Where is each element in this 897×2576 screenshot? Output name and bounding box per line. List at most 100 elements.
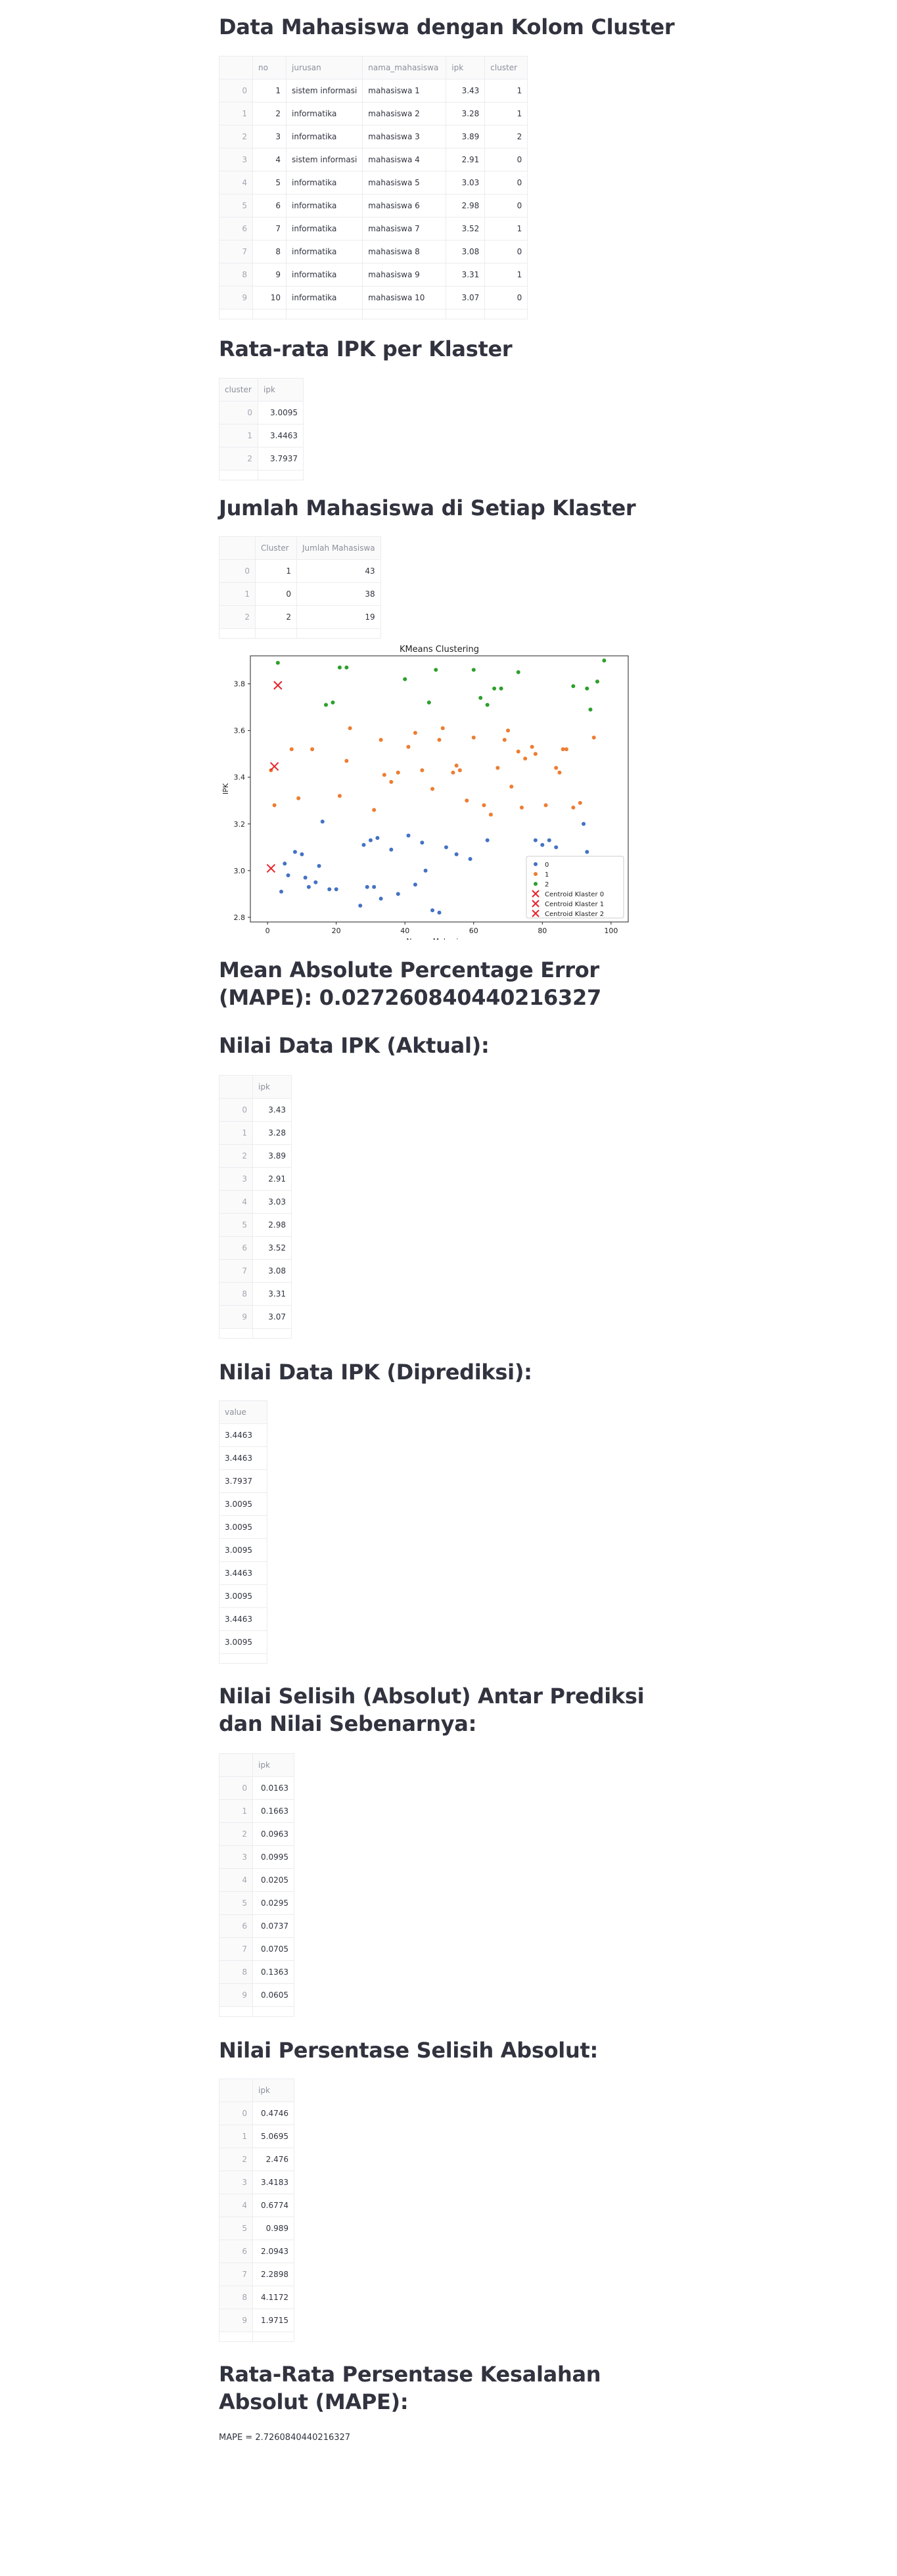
- table-cell[interactable]: 3.4463: [219, 1561, 267, 1585]
- table-cell[interactable]: 3: [252, 125, 287, 149]
- row-index[interactable]: 9: [219, 1305, 253, 1329]
- column-header[interactable]: no: [252, 56, 287, 80]
- table-cell[interactable]: mahasiswa 3: [362, 125, 447, 149]
- column-header[interactable]: ipk: [258, 378, 304, 402]
- table-cell[interactable]: 3.89: [252, 1144, 292, 1168]
- table-row[interactable]: 9 3.07: [219, 1305, 292, 1329]
- table-cell[interactable]: informatika: [285, 102, 363, 126]
- table-cell[interactable]: 0.0963: [252, 1822, 294, 1846]
- table-cell[interactable]: mahasiswa 6: [362, 194, 447, 218]
- table-cell[interactable]: 2.98: [446, 194, 486, 218]
- mahasiswa-cluster-table[interactable]: no jurusan nama_mahasiswa ipk cluster 0 1 siste…: [219, 56, 528, 319]
- table-row[interactable]: 2 3.89: [219, 1144, 292, 1168]
- row-index[interactable]: 5: [219, 1213, 253, 1237]
- table-cell[interactable]: 1.9715: [252, 2309, 294, 2332]
- table-cell[interactable]: 3.43: [252, 1098, 292, 1122]
- table-row[interactable]: 4 0.6774: [219, 2194, 294, 2217]
- row-index[interactable]: 1: [219, 1121, 253, 1145]
- table-row[interactable]: 2 0.0963: [219, 1822, 294, 1846]
- table-row[interactable]: 8 3.31: [219, 1282, 292, 1306]
- table-row[interactable]: 4 0.0205: [219, 1868, 294, 1892]
- table-cell[interactable]: 3.4463: [219, 1446, 267, 1470]
- table-row[interactable]: 5 0.989: [219, 2217, 294, 2240]
- table-cell[interactable]: 3.08: [446, 240, 486, 264]
- column-header[interactable]: cluster: [484, 56, 528, 80]
- table-row[interactable]: 3.0095: [219, 1492, 267, 1516]
- table-row[interactable]: 1 0.1663: [219, 1799, 294, 1823]
- table-row[interactable]: 5 2.98: [219, 1213, 292, 1237]
- table-row[interactable]: 3.0095: [219, 1515, 267, 1539]
- table-cell[interactable]: 0.0205: [252, 1868, 294, 1892]
- row-index[interactable]: 2: [219, 2148, 253, 2171]
- table-cell[interactable]: 2.91: [252, 1167, 292, 1191]
- row-index[interactable]: 2: [219, 1144, 253, 1168]
- table-row[interactable]: 9 1.9715: [219, 2309, 294, 2332]
- column-header[interactable]: [219, 536, 256, 560]
- table-row[interactable]: 1 5.0695: [219, 2125, 294, 2148]
- row-index[interactable]: 2: [219, 447, 258, 471]
- row-index[interactable]: 0: [219, 79, 253, 103]
- row-index[interactable]: 0: [219, 1098, 253, 1122]
- row-index[interactable]: 2: [219, 605, 256, 629]
- table-cell[interactable]: 3.7937: [258, 447, 304, 471]
- row-index[interactable]: 9: [219, 2309, 253, 2332]
- table-cell[interactable]: 3.4463: [219, 1423, 267, 1447]
- table-cell[interactable]: 1: [484, 217, 528, 241]
- table-cell[interactable]: 38: [296, 582, 381, 606]
- table-cell[interactable]: 3.4463: [219, 1607, 267, 1631]
- table-cell[interactable]: 7: [252, 217, 287, 241]
- table-row[interactable]: 1 0 38: [219, 582, 381, 606]
- table-cell[interactable]: 0: [484, 194, 528, 218]
- table-cell[interactable]: 5.0695: [252, 2125, 294, 2148]
- table-cell[interactable]: informatika: [285, 263, 363, 287]
- table-cell[interactable]: 3.28: [252, 1121, 292, 1145]
- table-cell[interactable]: 3.03: [446, 171, 486, 195]
- row-index[interactable]: 3: [219, 1845, 253, 1869]
- row-index[interactable]: 0: [219, 1776, 253, 1800]
- table-cell[interactable]: 1: [484, 79, 528, 103]
- table-cell[interactable]: 4.1172: [252, 2286, 294, 2309]
- table-row[interactable]: 7 8 informatika mahasiswa 8 3.08 0: [219, 240, 528, 264]
- table-cell[interactable]: informatika: [285, 240, 363, 264]
- table-row[interactable]: 5 6 informatika mahasiswa 6 2.98 0: [219, 194, 528, 218]
- table-cell[interactable]: 4: [252, 148, 287, 172]
- ipk-aktual-table[interactable]: ipk 0 3.43 1 3.28 2 3.89 3 2.91 4 3.03 5 2.98 6 3.52 7 3…: [219, 1075, 292, 1339]
- table-cell[interactable]: 3.0095: [219, 1515, 267, 1539]
- table-cell[interactable]: 0.0605: [252, 1983, 294, 2007]
- table-row[interactable]: 3.4463: [219, 1561, 267, 1585]
- table-cell[interactable]: mahasiswa 1: [362, 79, 447, 103]
- table-row[interactable]: 0 3.43: [219, 1098, 292, 1122]
- row-index[interactable]: 2: [219, 125, 253, 149]
- row-index[interactable]: 0: [219, 559, 256, 583]
- table-cell[interactable]: 2: [484, 125, 528, 149]
- column-header[interactable]: Jumlah Mahasiswa: [296, 536, 381, 560]
- table-cell[interactable]: 5: [252, 171, 287, 195]
- row-index[interactable]: 7: [219, 240, 253, 264]
- table-cell[interactable]: 3.28: [446, 102, 486, 126]
- column-header[interactable]: jurusan: [285, 56, 363, 80]
- table-row[interactable]: 2 2 19: [219, 605, 381, 629]
- table-row[interactable]: 8 4.1172: [219, 2286, 294, 2309]
- row-index[interactable]: 8: [219, 2286, 253, 2309]
- row-index[interactable]: 5: [219, 194, 253, 218]
- column-header[interactable]: ipk: [446, 56, 486, 80]
- row-index[interactable]: 4: [219, 2194, 253, 2217]
- column-header[interactable]: cluster: [219, 378, 258, 402]
- row-index[interactable]: 5: [219, 2217, 253, 2240]
- table-cell[interactable]: 3.52: [446, 217, 486, 241]
- row-index[interactable]: 6: [219, 1236, 253, 1260]
- table-cell[interactable]: 0: [484, 240, 528, 264]
- column-header[interactable]: [219, 1075, 253, 1099]
- table-row[interactable]: 3.0095: [219, 1538, 267, 1562]
- row-index[interactable]: 3: [219, 1167, 253, 1191]
- table-cell[interactable]: mahasiswa 5: [362, 171, 447, 195]
- table-row[interactable]: 0 0.0163: [219, 1776, 294, 1800]
- row-index[interactable]: 6: [219, 2240, 253, 2263]
- row-index[interactable]: 4: [219, 171, 253, 195]
- row-index[interactable]: 8: [219, 263, 253, 287]
- table-row[interactable]: 6 7 informatika mahasiswa 7 3.52 1: [219, 217, 528, 241]
- table-row[interactable]: 8 9 informatika mahasiswa 9 3.31 1: [219, 263, 528, 287]
- selisih-absolut-table[interactable]: ipk 0 0.0163 1 0.1663 2 0.0963 3 0.0995 4 0.0205 5 0…: [219, 1753, 294, 2017]
- table-cell[interactable]: 3.0095: [219, 1538, 267, 1562]
- table-cell[interactable]: 3.0095: [258, 401, 304, 425]
